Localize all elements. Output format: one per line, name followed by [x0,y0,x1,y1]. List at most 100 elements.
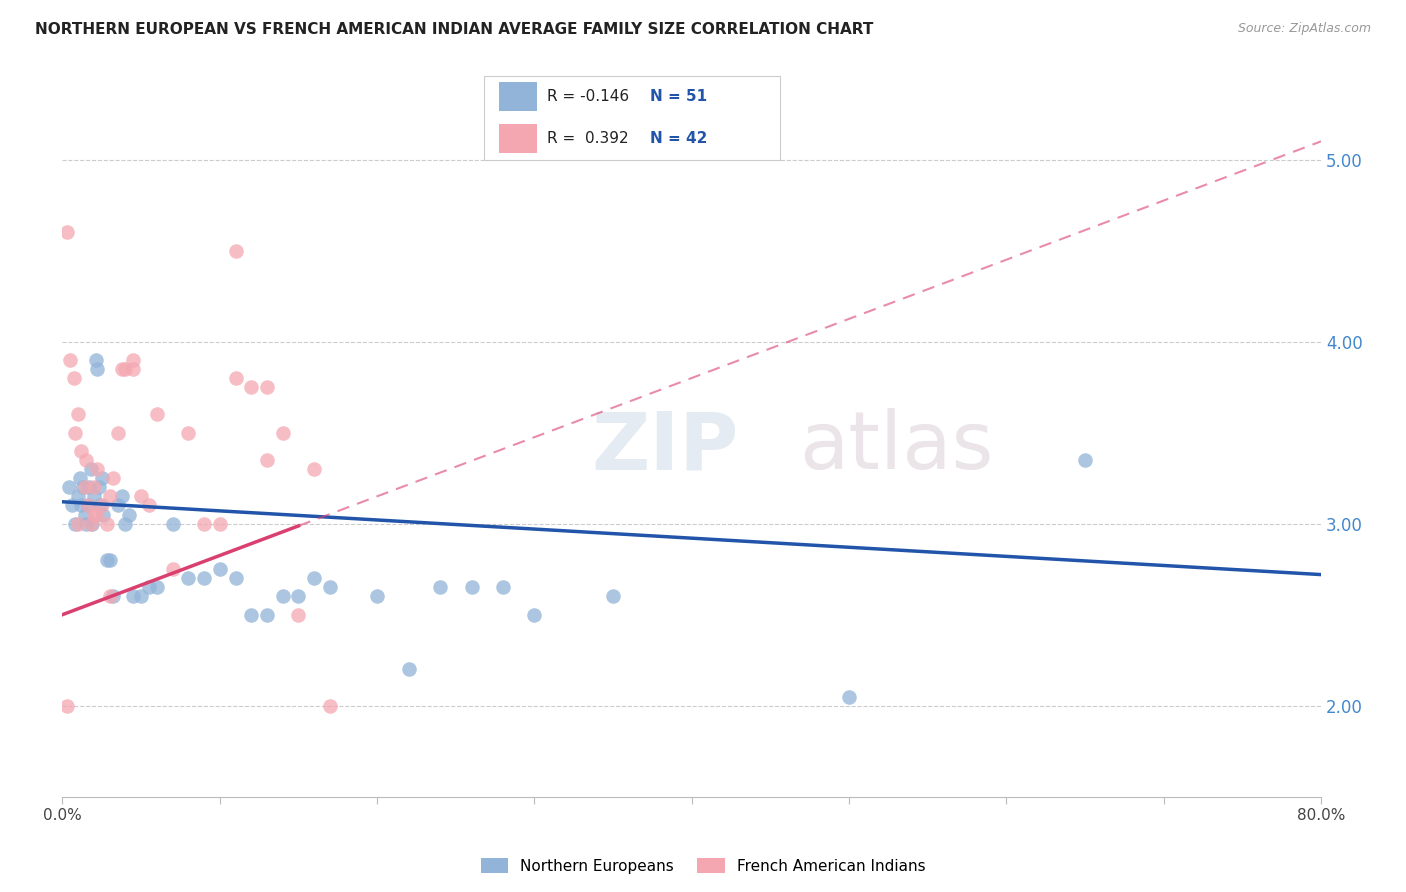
Point [86,362,108,376]
Point [111,362,134,376]
Point [90,471,112,485]
FancyBboxPatch shape [484,76,780,160]
Point [460,580,482,594]
Point [63,516,86,531]
Point [82,516,104,531]
Point [90,499,112,513]
Point [98,590,121,604]
Point [67,516,90,531]
FancyBboxPatch shape [499,82,537,112]
Point [122,362,145,376]
Text: NORTHERN EUROPEAN VS FRENCH AMERICAN INDIAN AVERAGE FAMILY SIZE CORRELATION CHAR: NORTHERN EUROPEAN VS FRENCH AMERICAN IND… [35,22,873,37]
Point [67,489,90,503]
Point [177,425,200,440]
Point [271,425,294,440]
Point [69,471,91,485]
Point [162,516,184,531]
Point [73,480,96,494]
Point [162,562,184,576]
Point [208,562,231,576]
Point [83,480,105,494]
Point [98,489,121,503]
Point [602,590,624,604]
Point [287,607,309,622]
Point [107,425,129,440]
Point [129,489,152,503]
Point [96,553,118,567]
Point [225,571,247,585]
Point [122,352,145,367]
Point [83,489,105,503]
Text: R = -0.146: R = -0.146 [547,89,630,104]
Point [67,408,90,422]
Point [72,480,94,494]
Point [193,571,215,585]
Point [319,580,342,594]
Point [398,662,420,676]
Text: ZIP: ZIP [591,409,738,486]
Text: N = 42: N = 42 [651,131,707,146]
Point [80,516,103,531]
Point [86,462,108,476]
Point [76,499,98,513]
Point [70,499,93,513]
Point [208,516,231,531]
Point [256,607,278,622]
Point [146,580,169,594]
Point [86,508,108,522]
Point [63,425,86,440]
Point [138,580,160,594]
Point [193,516,215,531]
Point [138,499,160,513]
Point [225,371,247,385]
Point [58,480,80,494]
Point [70,443,93,458]
Point [77,480,100,494]
Point [101,471,124,485]
Point [60,499,83,513]
Point [89,499,111,513]
Point [87,480,110,494]
Point [302,462,325,476]
Point [319,698,342,713]
Point [59,352,82,367]
Point [84,352,107,367]
Point [366,590,388,604]
Point [177,571,200,585]
Text: R =  0.392: R = 0.392 [547,131,628,146]
Text: Source: ZipAtlas.com: Source: ZipAtlas.com [1237,22,1371,36]
Point [302,571,325,585]
Point [75,453,97,467]
Point [492,580,515,594]
Point [240,380,263,394]
Point [429,580,451,594]
Point [287,590,309,604]
Point [240,607,263,622]
Point [523,607,546,622]
Point [56,698,79,713]
Point [75,516,97,531]
Point [80,462,103,476]
Point [114,362,136,376]
Text: N = 51: N = 51 [651,89,707,104]
Point [73,508,96,522]
FancyBboxPatch shape [499,124,537,153]
Point [101,590,124,604]
Point [129,590,152,604]
Point [122,590,145,604]
Point [114,516,136,531]
Point [83,508,105,522]
Point [98,553,121,567]
Point [838,690,860,704]
Point [76,499,98,513]
Point [56,225,79,239]
Text: atlas: atlas [799,409,993,486]
Point [225,244,247,258]
Point [256,453,278,467]
Point [117,508,139,522]
Point [1074,453,1097,467]
Point [96,516,118,531]
Point [111,489,134,503]
Point [271,590,294,604]
Point [107,499,129,513]
